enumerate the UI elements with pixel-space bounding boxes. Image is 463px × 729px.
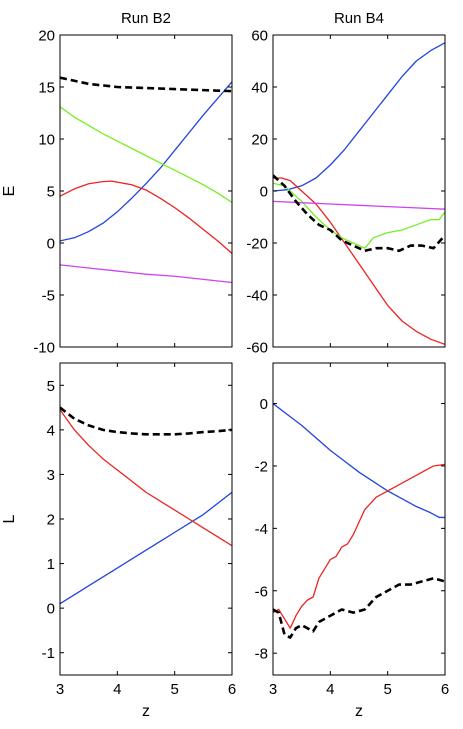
series-line-4 [60,264,232,284]
series-group [273,42,445,346]
series-line-1 [60,491,232,605]
series-line-2 [60,180,232,254]
panel-title: Run B4 [334,10,384,27]
y-tick-label: 40 [251,80,268,97]
series-line-2 [273,177,445,346]
panel-2: -60 -40 -20 0 20 40 60 Run B4 [246,10,446,357]
y-tick-label: -4 [255,521,268,538]
axes-frame [272,362,446,676]
y-axis-label: L [1,514,18,523]
panel-3: -1 0 1 2 3 4 5 3 4 5 6 z L [1,362,236,720]
panel-4: -8 -6 -4 -2 0 3 4 5 6 z [255,362,449,720]
y-tick-label: 15 [38,80,55,97]
axes-frame [59,34,233,348]
y-tick-label: 3 [47,467,55,484]
x-tick-label: 5 [383,681,391,698]
series-line-3 [60,106,232,203]
x-tick-label: 3 [56,681,64,698]
y-tick-label: 0 [260,396,268,413]
y-tick-label: -8 [255,646,268,663]
y-tick-label: 2 [47,512,55,529]
series-line-1 [273,403,445,519]
series-line-5 [60,76,232,93]
x-tick-label: 5 [170,681,178,698]
y-tick-label: -10 [33,340,55,357]
series-group [60,76,232,284]
series-line-3 [273,576,445,639]
y-tick-label: -1 [42,645,55,662]
series-line-1 [273,42,445,192]
y-tick-label: -60 [246,340,268,357]
y-tick-label: 20 [38,28,55,45]
y-tick-label: -20 [246,236,268,253]
x-tick-label: 6 [228,681,236,698]
x-tick-label: 3 [269,681,277,698]
series-line-4 [273,200,445,210]
panel-1: -10 -5 0 5 10 15 20 Run B2 E [1,10,233,357]
y-tick-label: -6 [255,583,268,600]
series-line-3 [273,182,445,249]
x-tick-label: 4 [326,681,334,698]
y-tick-label: -40 [246,288,268,305]
series-line-2 [273,463,445,629]
x-tick-label: 4 [113,681,121,698]
y-tick-label: 20 [251,132,268,149]
y-axis-label: E [1,186,18,197]
y-tick-label: 4 [47,422,55,439]
y-tick-label: 0 [260,184,268,201]
y-tick-label: -5 [42,288,55,305]
x-tick-label: 6 [441,681,449,698]
y-tick-label: 0 [47,236,55,253]
panel-title: Run B2 [121,10,171,27]
series-line-1 [60,81,232,242]
series-line-5 [273,174,445,253]
series-line-3 [60,406,232,436]
y-tick-label: 5 [47,378,55,395]
x-axis-label: z [142,703,150,720]
y-tick-label: -2 [255,458,268,475]
series-line-2 [60,409,232,547]
y-tick-label: 1 [47,556,55,573]
series-group [273,403,445,639]
y-tick-label: 60 [251,28,268,45]
axes-frame [272,34,446,348]
y-tick-label: 5 [47,184,55,201]
axes-frame [59,362,233,676]
series-group [60,406,232,605]
y-tick-label: 10 [38,132,55,149]
x-axis-label: z [355,703,363,720]
y-tick-label: 0 [47,601,55,618]
